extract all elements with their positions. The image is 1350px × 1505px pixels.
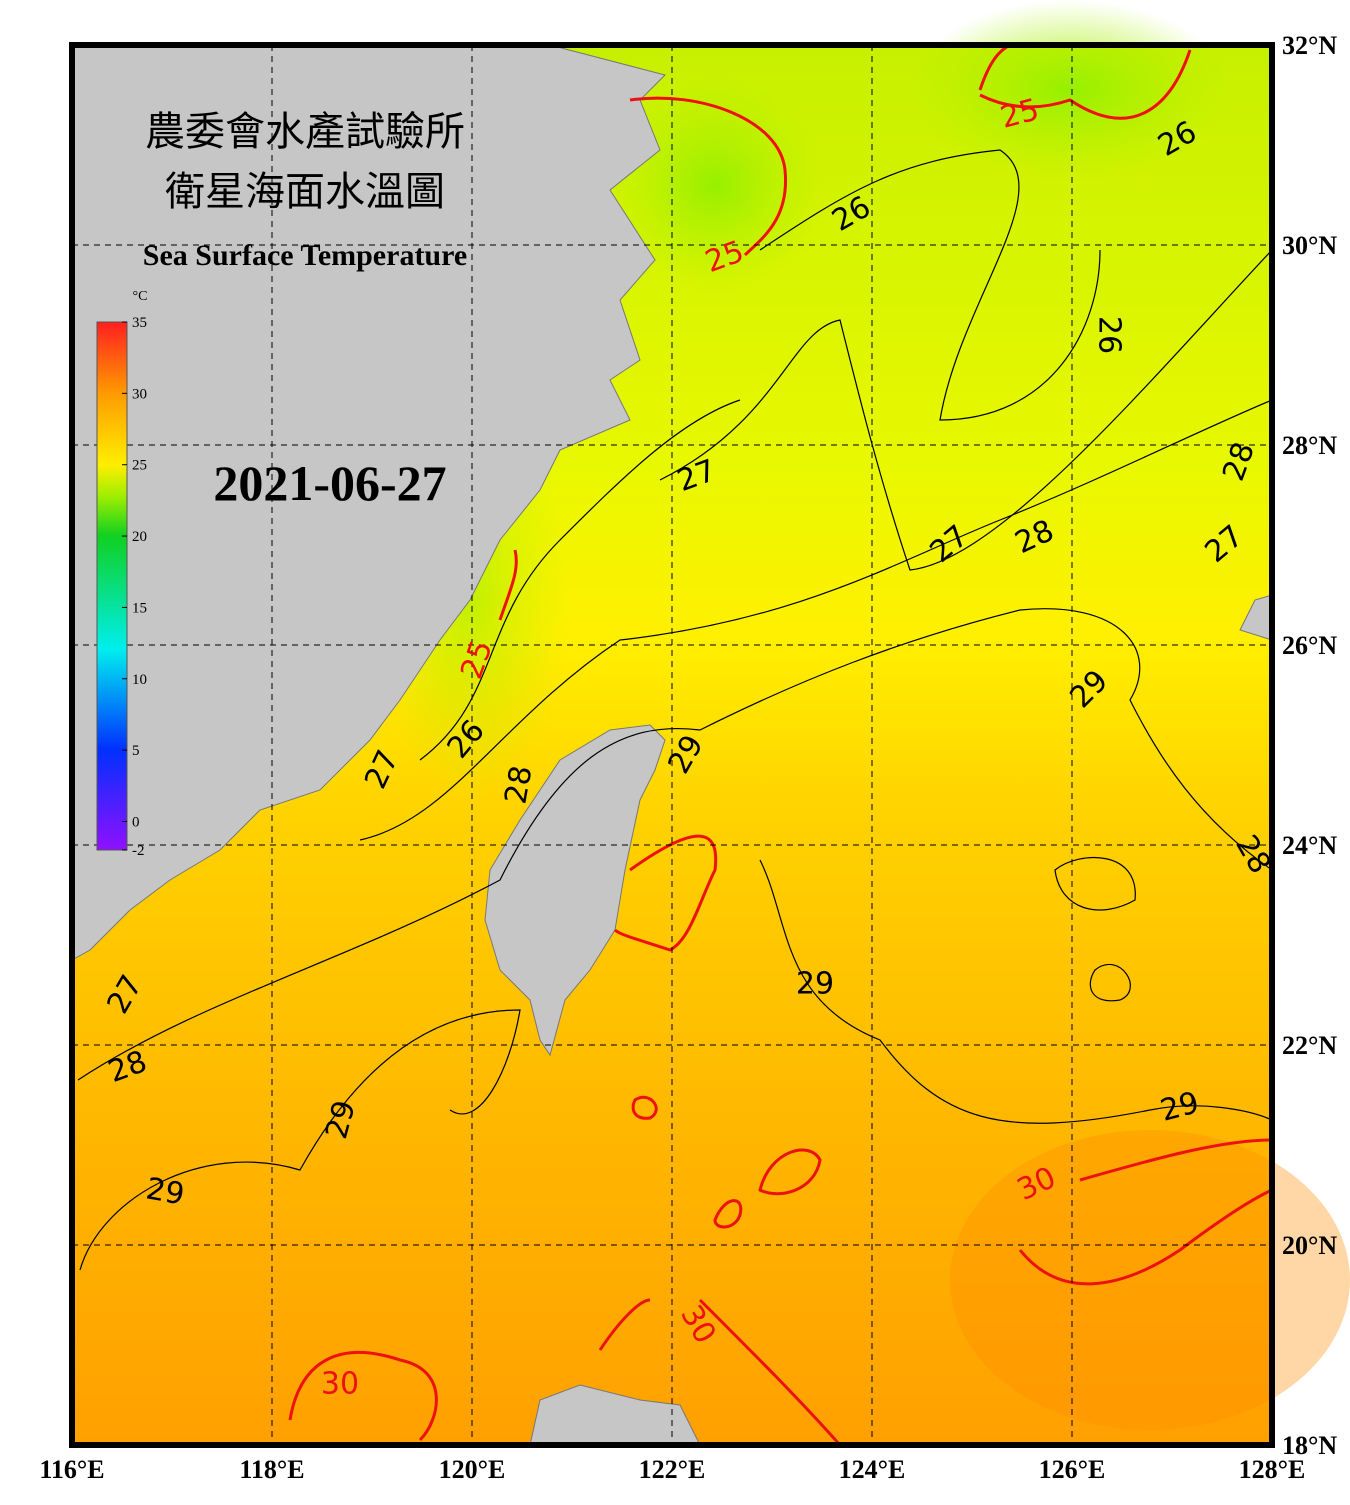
lon-label: 116°E xyxy=(39,1455,104,1484)
contour-label: 30 xyxy=(321,1367,359,1402)
land xyxy=(71,44,1273,1446)
colorbar-tick-label: 5 xyxy=(132,743,140,759)
lat-label: 18°N xyxy=(1282,1431,1337,1460)
colorbar-tick-label: 20 xyxy=(132,529,147,545)
title-zh-2: 衛星海面水溫圖 xyxy=(165,169,445,214)
lat-label: 20°N xyxy=(1282,1231,1337,1260)
date: 2021-06-27 xyxy=(213,455,446,511)
contour-label: 29 xyxy=(143,1171,187,1212)
map-frame xyxy=(69,42,1275,1448)
title-en: Sea Surface Temperature xyxy=(143,239,467,272)
colorbar-tick-label: 15 xyxy=(132,600,147,616)
lat-label: 22°N xyxy=(1282,1031,1337,1060)
graticule xyxy=(72,45,1272,1445)
isotherms-red xyxy=(288,43,1273,1446)
title-zh-1: 農委會水產試驗所 xyxy=(145,109,465,154)
lon-label: 126°E xyxy=(1039,1455,1106,1484)
contour-label: 29 xyxy=(796,967,834,1002)
contour-label: 26 xyxy=(1092,316,1127,354)
colorbar-tick-label: 25 xyxy=(132,458,147,474)
lat-label: 24°N xyxy=(1282,831,1337,860)
colorbar-tick-label: -2 xyxy=(132,843,145,859)
colorbar-tick-label: 0 xyxy=(132,814,140,830)
lon-label: 128°E xyxy=(1239,1455,1306,1484)
colorbar xyxy=(96,321,128,851)
lat-label: 26°N xyxy=(1282,631,1337,660)
lon-label: 122°E xyxy=(639,1455,706,1484)
colorbar-tick-label: 30 xyxy=(132,386,147,402)
colorbar-tick-label: 10 xyxy=(132,672,147,688)
lat-label: 30°N xyxy=(1282,231,1337,260)
colorbar-tick-label: 35 xyxy=(132,315,147,331)
lon-label: 120°E xyxy=(439,1455,506,1484)
lon-label: 118°E xyxy=(239,1455,304,1484)
lat-label: 28°N xyxy=(1282,431,1337,460)
contour-label: 28 xyxy=(498,763,539,807)
lon-label: 124°E xyxy=(839,1455,906,1484)
isotherms xyxy=(77,149,1273,1271)
colorbar-unit: °C xyxy=(133,289,148,304)
lat-label: 32°N xyxy=(1282,31,1337,60)
